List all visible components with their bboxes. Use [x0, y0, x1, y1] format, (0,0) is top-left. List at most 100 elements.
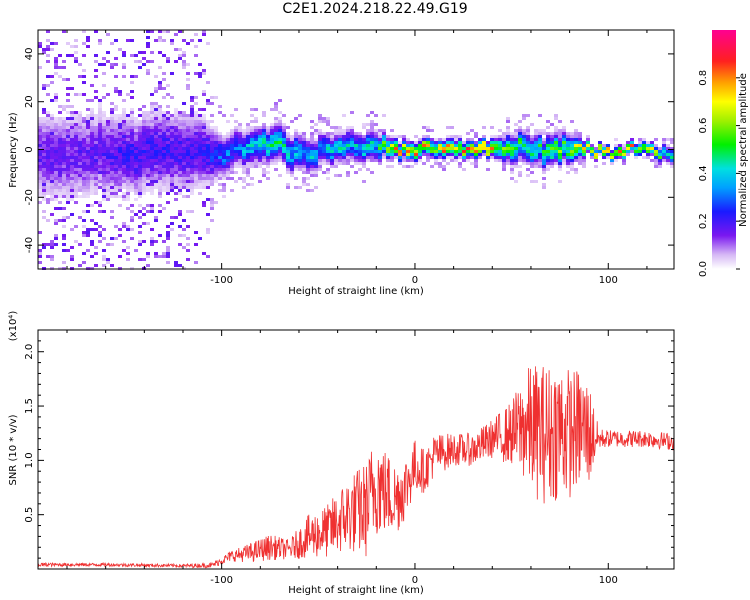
heatmap-cell: [282, 129, 286, 132]
heatmap-cell: [410, 141, 414, 144]
heatmap-cell: [106, 51, 110, 54]
heatmap-cell: [186, 162, 190, 165]
heatmap-cell: [194, 159, 198, 162]
heatmap-cell: [46, 138, 50, 141]
heatmap-cell: [162, 186, 166, 189]
heatmap-cell: [514, 129, 518, 132]
heatmap-cell: [366, 153, 370, 156]
heatmap-cell: [198, 171, 202, 174]
heatmap-cell: [658, 162, 662, 165]
heatmap-cell: [166, 252, 170, 255]
heatmap-cell: [146, 135, 150, 138]
heatmap-cell: [426, 156, 430, 159]
heatmap-cell: [242, 135, 246, 138]
heatmap-cell: [70, 45, 74, 48]
heatmap-cell: [102, 195, 106, 198]
heatmap-cell: [58, 177, 62, 180]
heatmap-cell: [270, 126, 274, 129]
heatmap-cell: [198, 123, 202, 126]
heatmap-cell: [654, 165, 658, 168]
heatmap-cell: [194, 156, 198, 159]
heatmap-cell: [506, 159, 510, 162]
heatmap-cell: [298, 135, 302, 138]
heatmap-cell: [82, 30, 86, 33]
heatmap-cell: [214, 153, 218, 156]
heatmap-cell: [346, 153, 350, 156]
heatmap-cell: [170, 126, 174, 129]
heatmap-cell: [518, 156, 522, 159]
heatmap-cell: [182, 174, 186, 177]
heatmap-cell: [558, 150, 562, 153]
heatmap-cell: [506, 150, 510, 153]
heatmap-cell: [234, 150, 238, 153]
heatmap-cell: [62, 261, 66, 264]
heatmap-cell: [210, 144, 214, 147]
heatmap-cell: [126, 195, 130, 198]
heatmap-cell: [194, 177, 198, 180]
heatmap-cell: [186, 42, 190, 45]
heatmap-cell: [502, 165, 506, 168]
heatmap-cell: [218, 189, 222, 192]
heatmap-cell: [174, 177, 178, 180]
heatmap-cell: [362, 126, 366, 129]
heatmap-cell: [90, 117, 94, 120]
heatmap-cell: [438, 156, 442, 159]
heatmap-cell: [542, 159, 546, 162]
heatmap-cell: [150, 144, 154, 147]
heatmap-cell: [350, 126, 354, 129]
heatmap-cell: [206, 165, 210, 168]
heatmap-cell: [218, 156, 222, 159]
heatmap-cell: [38, 180, 42, 183]
heatmap-cell: [58, 120, 62, 123]
heatmap-cell: [658, 156, 662, 159]
heatmap-cell: [102, 132, 106, 135]
heatmap-cell: [566, 138, 570, 141]
heatmap-cell: [114, 156, 118, 159]
heatmap-cell: [182, 102, 186, 105]
heatmap-cell: [106, 168, 110, 171]
heatmap-cell: [254, 132, 258, 135]
heatmap-cell: [50, 114, 54, 117]
heatmap-cell: [118, 141, 122, 144]
heatmap-cell: [514, 162, 518, 165]
heatmap-cell: [138, 189, 142, 192]
heatmap-cell: [98, 171, 102, 174]
heatmap-cell: [46, 45, 50, 48]
heatmap-cell: [322, 141, 326, 144]
heatmap-cell: [130, 210, 134, 213]
heatmap-cell: [274, 138, 278, 141]
heatmap-cell: [370, 138, 374, 141]
heatmap-cell: [598, 144, 602, 147]
heatmap-cell: [46, 141, 50, 144]
heatmap-cell: [546, 150, 550, 153]
heatmap-cell: [230, 159, 234, 162]
heatmap-cell: [210, 177, 214, 180]
heatmap-cell: [214, 177, 218, 180]
heatmap-cell: [646, 153, 650, 156]
heatmap-cell: [146, 174, 150, 177]
heatmap-cell: [154, 240, 158, 243]
heatmap-cell: [266, 147, 270, 150]
heatmap-cell: [186, 78, 190, 81]
heatmap-cell: [530, 180, 534, 183]
heatmap-cell: [90, 150, 94, 153]
heatmap-cell: [138, 192, 142, 195]
heatmap-cell: [146, 210, 150, 213]
heatmap-cell: [146, 252, 150, 255]
heatmap-cell: [42, 141, 46, 144]
heatmap-cell: [350, 141, 354, 144]
heatmap-cell: [122, 156, 126, 159]
heatmap-cell: [438, 147, 442, 150]
heatmap-cell: [210, 141, 214, 144]
heatmap-cell: [174, 153, 178, 156]
heatmap-cell: [206, 123, 210, 126]
heatmap-cell: [218, 135, 222, 138]
heatmap-cell: [182, 177, 186, 180]
heatmap-cell: [174, 159, 178, 162]
heatmap-cell: [126, 144, 130, 147]
heatmap-cell: [502, 138, 506, 141]
heatmap-cell: [242, 141, 246, 144]
heatmap-cell: [262, 132, 266, 135]
heatmap-cell: [174, 186, 178, 189]
heatmap-cell: [122, 195, 126, 198]
